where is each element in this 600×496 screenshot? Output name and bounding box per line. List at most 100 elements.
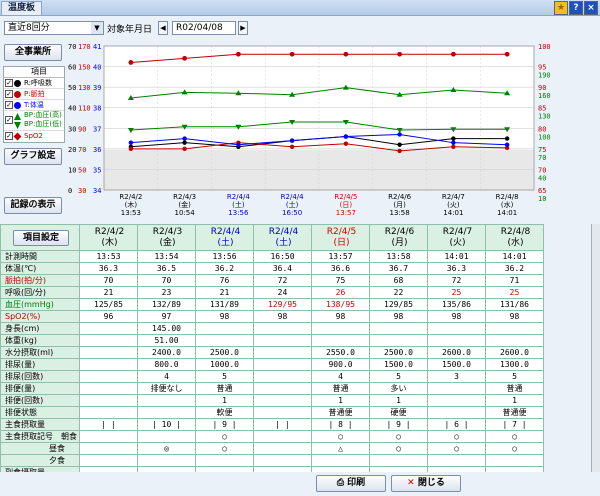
table-cell[interactable]: 13:58 — [369, 250, 428, 263]
table-cell[interactable]: 5 — [369, 370, 428, 383]
checkbox[interactable]: ✓ — [5, 90, 13, 98]
table-cell[interactable] — [253, 430, 312, 443]
table-cell[interactable]: ○ — [369, 430, 428, 443]
table-cell[interactable] — [79, 346, 138, 359]
table-cell[interactable]: 97 — [137, 310, 196, 323]
table-cell[interactable]: 145.00 — [137, 322, 196, 335]
table-cell[interactable] — [253, 370, 312, 383]
table-cell[interactable]: 96 — [79, 310, 138, 323]
table-cell[interactable]: 98 — [369, 310, 428, 323]
date-input[interactable]: R02/04/08 — [172, 21, 236, 35]
table-cell[interactable]: 4 — [311, 370, 370, 383]
table-cell[interactable] — [311, 454, 370, 467]
checkbox[interactable]: ✓ — [5, 101, 13, 109]
table-cell[interactable]: 131/86 — [485, 298, 544, 311]
table-cell[interactable]: | 6 | — [427, 418, 486, 431]
table-cell[interactable]: 132/89 — [137, 298, 196, 311]
table-cell[interactable]: 14:01 — [427, 250, 486, 263]
table-cell[interactable] — [79, 382, 138, 395]
table-cell[interactable]: 4 — [137, 370, 196, 383]
table-cell[interactable]: 硬便 — [369, 406, 428, 419]
table-cell[interactable]: 普通 — [311, 382, 370, 395]
table-cell[interactable]: 1 — [485, 394, 544, 407]
table-cell[interactable]: 25 — [485, 286, 544, 299]
table-cell[interactable] — [79, 394, 138, 407]
show-records-button[interactable]: 記録の表示 — [4, 197, 62, 214]
range-select[interactable]: 直近8回分 ▼ — [4, 21, 104, 35]
table-cell[interactable]: | 9 | — [369, 418, 428, 431]
table-cell[interactable]: 13:54 — [137, 250, 196, 263]
star-icon[interactable]: ★ — [554, 1, 568, 15]
checkbox[interactable]: ✓ — [5, 116, 13, 124]
table-cell[interactable]: 138/95 — [311, 298, 370, 311]
table-cell[interactable]: 2600.0 — [485, 346, 544, 359]
table-cell[interactable]: 72 — [253, 274, 312, 287]
table-cell[interactable]: 1000.0 — [195, 358, 254, 371]
table-cell[interactable] — [137, 430, 196, 443]
table-cell[interactable]: 36.3 — [79, 262, 138, 275]
table-cell[interactable] — [427, 406, 486, 419]
table-cell[interactable]: 129/85 — [369, 298, 428, 311]
next-date-button[interactable]: ▶ — [238, 21, 248, 35]
table-cell[interactable]: 131/89 — [195, 298, 254, 311]
table-cell[interactable] — [253, 334, 312, 347]
table-cell[interactable]: | 9 | — [195, 418, 254, 431]
table-cell[interactable] — [253, 346, 312, 359]
table-cell[interactable] — [427, 334, 486, 347]
table-cell[interactable] — [253, 406, 312, 419]
help-icon[interactable]: ? — [569, 1, 583, 15]
table-cell[interactable] — [427, 382, 486, 395]
table-cell[interactable]: △ — [311, 442, 370, 455]
table-cell[interactable]: 普通 — [195, 382, 254, 395]
table-cell[interactable]: 135/86 — [427, 298, 486, 311]
legend-item-temperature[interactable]: ✓ T:体温 — [4, 100, 64, 111]
table-cell[interactable]: 71 — [485, 274, 544, 287]
table-cell[interactable] — [253, 382, 312, 395]
table-cell[interactable]: 36.2 — [195, 262, 254, 275]
legend-item-respiration[interactable]: ✓ R:呼吸数 — [4, 78, 64, 89]
table-cell[interactable] — [253, 442, 312, 455]
table-cell[interactable]: | 10 | — [137, 418, 196, 431]
table-cell[interactable] — [79, 358, 138, 371]
table-cell[interactable]: 51.00 — [137, 334, 196, 347]
table-cell[interactable] — [485, 322, 544, 335]
checkbox[interactable]: ✓ — [5, 79, 13, 87]
table-cell[interactable]: 5 — [485, 370, 544, 383]
table-cell[interactable]: ○ — [485, 442, 544, 455]
table-cell[interactable]: 5 — [195, 370, 254, 383]
table-cell[interactable] — [369, 454, 428, 467]
table-cell[interactable] — [79, 442, 138, 455]
table-cell[interactable]: ○ — [427, 442, 486, 455]
table-cell[interactable]: 3 — [427, 370, 486, 383]
table-cell[interactable]: 36.2 — [485, 262, 544, 275]
table-cell[interactable] — [485, 466, 544, 472]
table-cell[interactable]: 70 — [79, 274, 138, 287]
table-cell[interactable]: 76 — [195, 274, 254, 287]
table-cell[interactable] — [79, 334, 138, 347]
table-cell[interactable]: 1500.0 — [427, 358, 486, 371]
table-cell[interactable]: 36.3 — [427, 262, 486, 275]
table-cell[interactable]: 2500.0 — [195, 346, 254, 359]
table-cell[interactable]: 21 — [195, 286, 254, 299]
table-cell[interactable]: 16:50 — [253, 250, 312, 263]
table-cell[interactable] — [253, 394, 312, 407]
table-cell[interactable]: 36.6 — [311, 262, 370, 275]
table-cell[interactable] — [311, 334, 370, 347]
table-cell[interactable] — [485, 454, 544, 467]
all-offices-button[interactable]: 全事業所 — [4, 44, 62, 61]
prev-date-button[interactable]: ◀ — [158, 21, 168, 35]
table-cell[interactable]: ○ — [369, 442, 428, 455]
table-cell[interactable]: 1 — [195, 394, 254, 407]
table-cell[interactable]: 98 — [195, 310, 254, 323]
table-cell[interactable] — [79, 322, 138, 335]
table-cell[interactable] — [427, 454, 486, 467]
table-cell[interactable]: 23 — [137, 286, 196, 299]
table-cell[interactable] — [195, 454, 254, 467]
table-cell[interactable]: ◎ — [137, 442, 196, 455]
table-cell[interactable]: 軟便 — [195, 406, 254, 419]
table-cell[interactable]: 24 — [253, 286, 312, 299]
table-cell[interactable]: | 7 | — [485, 418, 544, 431]
table-cell[interactable]: 普通 — [485, 382, 544, 395]
print-button[interactable]: ⎙ 印刷 — [316, 475, 386, 492]
table-cell[interactable]: 98 — [485, 310, 544, 323]
